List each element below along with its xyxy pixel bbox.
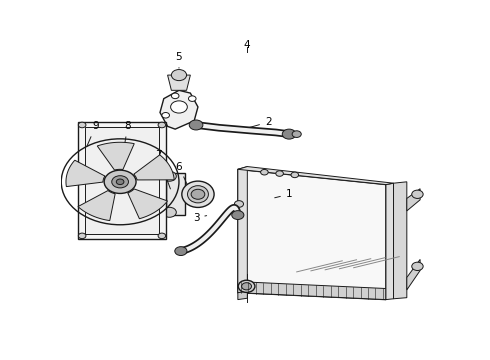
Polygon shape	[386, 183, 393, 300]
Circle shape	[282, 129, 296, 139]
Circle shape	[292, 131, 301, 138]
Circle shape	[78, 122, 86, 128]
Text: 9: 9	[87, 121, 99, 146]
Polygon shape	[66, 160, 105, 186]
Polygon shape	[238, 169, 386, 300]
Polygon shape	[78, 190, 115, 221]
Circle shape	[234, 201, 244, 207]
Polygon shape	[134, 155, 174, 180]
Circle shape	[276, 171, 283, 176]
Circle shape	[78, 233, 86, 239]
Circle shape	[163, 207, 176, 217]
Text: 4: 4	[243, 40, 250, 50]
Polygon shape	[407, 189, 420, 211]
Circle shape	[189, 96, 196, 102]
Circle shape	[116, 179, 124, 185]
Circle shape	[232, 211, 244, 220]
Circle shape	[112, 176, 128, 188]
Circle shape	[261, 170, 268, 175]
Polygon shape	[407, 260, 420, 290]
Polygon shape	[238, 291, 247, 300]
Circle shape	[104, 170, 136, 193]
Circle shape	[234, 212, 244, 219]
Text: 7: 7	[155, 150, 171, 189]
Circle shape	[158, 122, 166, 128]
Polygon shape	[168, 75, 190, 90]
Polygon shape	[238, 282, 386, 300]
Circle shape	[163, 171, 176, 181]
Polygon shape	[393, 182, 407, 299]
Polygon shape	[97, 142, 134, 170]
Polygon shape	[78, 122, 166, 239]
Circle shape	[171, 101, 187, 113]
Polygon shape	[238, 167, 247, 293]
Circle shape	[189, 120, 203, 130]
Polygon shape	[160, 90, 198, 129]
Circle shape	[291, 172, 298, 177]
Circle shape	[238, 280, 255, 292]
Ellipse shape	[182, 181, 214, 207]
Circle shape	[175, 247, 187, 256]
Circle shape	[412, 190, 423, 198]
Circle shape	[172, 93, 179, 99]
Text: 1: 1	[275, 189, 293, 199]
Ellipse shape	[188, 186, 208, 203]
Polygon shape	[128, 189, 168, 219]
Circle shape	[242, 283, 251, 290]
Circle shape	[172, 69, 187, 81]
Text: 3: 3	[193, 213, 207, 223]
Circle shape	[191, 189, 205, 199]
Polygon shape	[85, 127, 159, 234]
Text: 6: 6	[175, 162, 197, 206]
Polygon shape	[238, 167, 393, 185]
Circle shape	[158, 233, 166, 239]
Text: 5: 5	[175, 52, 182, 68]
Polygon shape	[166, 174, 185, 215]
Text: 2: 2	[246, 117, 271, 129]
Text: 8: 8	[124, 121, 131, 146]
Circle shape	[162, 112, 170, 118]
Circle shape	[412, 262, 423, 270]
